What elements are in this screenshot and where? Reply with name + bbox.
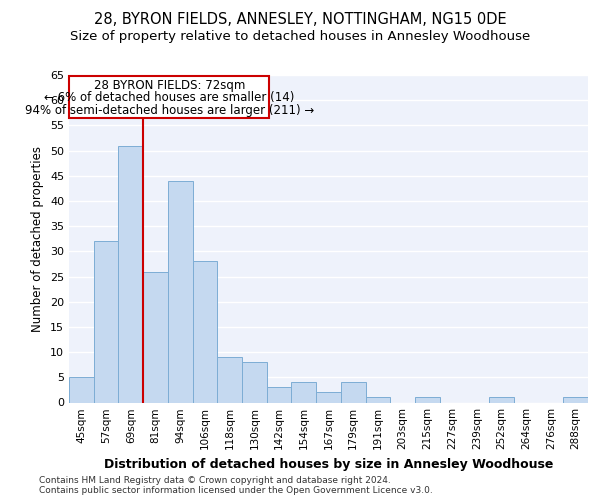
Bar [217,357,242,403]
Text: 28, BYRON FIELDS, ANNESLEY, NOTTINGHAM, NG15 0DE: 28, BYRON FIELDS, ANNESLEY, NOTTINGHAM, … [94,12,506,28]
X-axis label: Distribution of detached houses by size in Annesley Woodhouse: Distribution of detached houses by size … [104,458,553,471]
Bar [292,382,316,402]
Text: Size of property relative to detached houses in Annesley Woodhouse: Size of property relative to detached ho… [70,30,530,43]
Bar [69,378,94,402]
Bar [489,398,514,402]
Bar [70,76,269,118]
Text: Contains public sector information licensed under the Open Government Licence v3: Contains public sector information licen… [39,486,433,495]
Bar [193,262,217,402]
Bar [365,398,390,402]
Text: ← 6% of detached houses are smaller (14): ← 6% of detached houses are smaller (14) [44,91,295,104]
Bar [118,146,143,402]
Bar [242,362,267,403]
Bar [341,382,365,402]
Bar [267,388,292,402]
Text: 94% of semi-detached houses are larger (211) →: 94% of semi-detached houses are larger (… [25,104,314,117]
Y-axis label: Number of detached properties: Number of detached properties [31,146,44,332]
Bar [143,272,168,402]
Bar [316,392,341,402]
Text: Contains HM Land Registry data © Crown copyright and database right 2024.: Contains HM Land Registry data © Crown c… [39,476,391,485]
Bar [168,181,193,402]
Text: 28 BYRON FIELDS: 72sqm: 28 BYRON FIELDS: 72sqm [94,78,245,92]
Bar [94,242,118,402]
Bar [415,398,440,402]
Bar [563,398,588,402]
